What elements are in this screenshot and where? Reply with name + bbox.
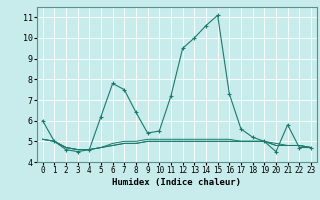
- X-axis label: Humidex (Indice chaleur): Humidex (Indice chaleur): [112, 178, 241, 187]
